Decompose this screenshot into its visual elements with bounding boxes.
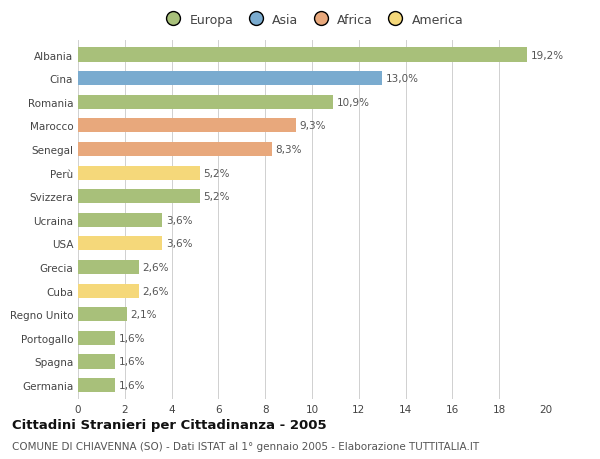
Text: COMUNE DI CHIAVENNA (SO) - Dati ISTAT al 1° gennaio 2005 - Elaborazione TUTTITAL: COMUNE DI CHIAVENNA (SO) - Dati ISTAT al… — [12, 441, 479, 451]
Bar — [78, 260, 139, 274]
Bar — [78, 308, 127, 322]
Text: 2,6%: 2,6% — [142, 286, 169, 296]
Text: 9,3%: 9,3% — [299, 121, 326, 131]
Bar — [78, 331, 115, 345]
Text: 2,1%: 2,1% — [131, 309, 157, 319]
Bar — [78, 95, 333, 110]
Text: 1,6%: 1,6% — [119, 357, 145, 367]
Bar — [78, 237, 162, 251]
Bar — [78, 166, 200, 180]
Text: 10,9%: 10,9% — [337, 98, 370, 107]
Text: 1,6%: 1,6% — [119, 333, 145, 343]
Bar — [78, 119, 296, 133]
Bar — [78, 284, 139, 298]
Bar — [78, 72, 382, 86]
Bar — [78, 190, 200, 204]
Legend: Europa, Asia, Africa, America: Europa, Asia, Africa, America — [155, 9, 469, 32]
Text: Cittadini Stranieri per Cittadinanza - 2005: Cittadini Stranieri per Cittadinanza - 2… — [12, 418, 326, 431]
Text: 5,2%: 5,2% — [203, 192, 230, 202]
Text: 2,6%: 2,6% — [142, 263, 169, 273]
Text: 3,6%: 3,6% — [166, 239, 192, 249]
Bar — [78, 143, 272, 157]
Text: 19,2%: 19,2% — [531, 50, 564, 61]
Bar — [78, 213, 162, 227]
Text: 1,6%: 1,6% — [119, 380, 145, 390]
Bar — [78, 354, 115, 369]
Bar — [78, 378, 115, 392]
Text: 8,3%: 8,3% — [276, 145, 302, 155]
Text: 3,6%: 3,6% — [166, 215, 192, 225]
Bar — [78, 48, 527, 62]
Text: 5,2%: 5,2% — [203, 168, 230, 178]
Text: 13,0%: 13,0% — [386, 74, 419, 84]
